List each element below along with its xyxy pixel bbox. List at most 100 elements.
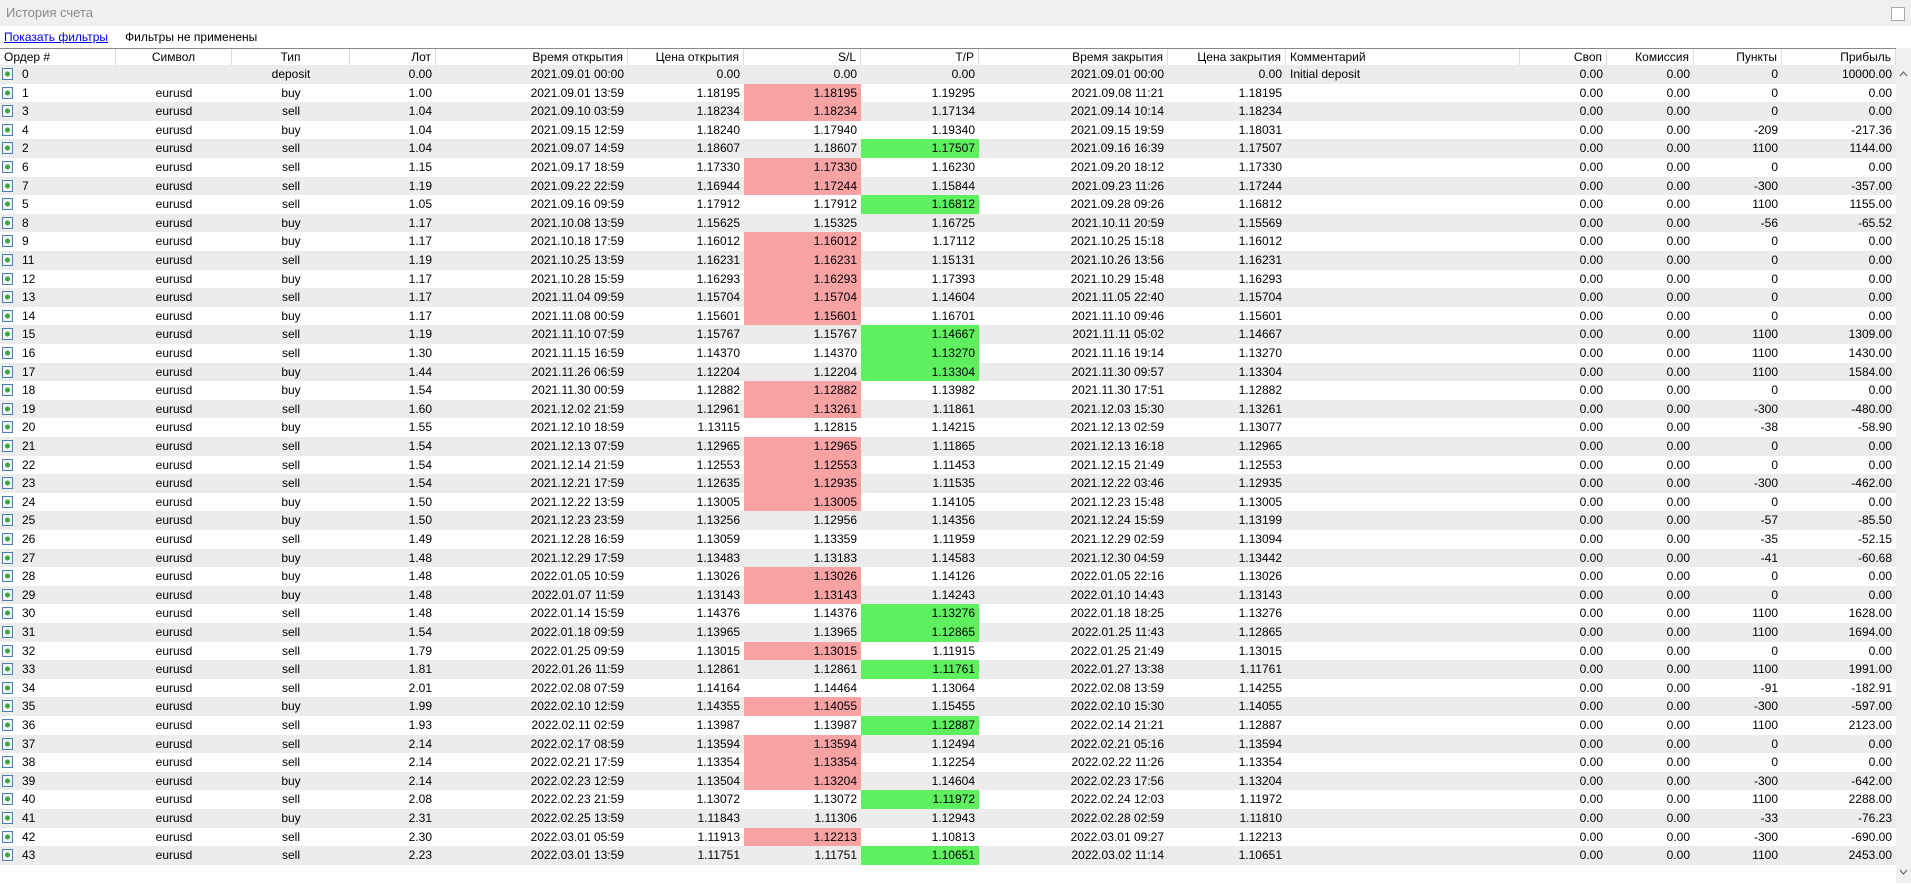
cell: 40 [22,792,36,807]
cell: 1.93 [408,718,432,732]
table-row[interactable]: 9 eurusd buy 1.17 2021.10.18 17:59 1.16012 1.1… [0,232,1896,251]
table-row[interactable]: 42 eurusd sell 2.30 2022.03.01 05:59 1.11913 1… [0,827,1896,847]
cell: 1.17330 [1238,160,1282,174]
column-header[interactable]: Своп [1520,49,1607,66]
row-icon [2,719,13,731]
table-row[interactable]: 32 eurusd sell 1.79 2022.01.25 09:59 1.13015 1… [0,641,1896,661]
cell: 1.60 [408,401,432,416]
column-header[interactable]: Время открытия [436,49,628,66]
column-header[interactable]: Ордер # [0,49,116,66]
cell: 1.13354 [744,753,861,772]
table-row[interactable]: 2 eurusd sell 1.04 2021.09.07 14:59 1.18607 1.… [0,139,1896,158]
table-row[interactable]: 24 eurusd buy 1.50 2021.12.22 13:59 1.13005 1.… [0,492,1896,512]
table-row[interactable]: 34 eurusd sell 2.01 2022.02.08 07:59 1.14164 1… [0,679,1896,698]
cell [1286,400,1520,419]
cell [1286,195,1520,214]
cell: 1144.00 [1849,141,1893,156]
table-row[interactable]: 20 eurusd buy 1.55 2021.12.10 18:59 1.13115 1.… [0,418,1896,437]
table-row[interactable]: 23 eurusd sell 1.54 2021.12.21 17:59 1.12635 1… [0,474,1896,493]
cell: eurusd [155,848,193,863]
column-header[interactable]: Цена открытия [628,49,744,66]
table-row[interactable]: 5 eurusd sell 1.05 2021.09.16 09:59 1.17912 1.… [0,195,1896,214]
cell: 0.00 [1579,178,1603,193]
cell: 1.14355 [696,699,740,714]
cell: 0.00 [1666,67,1690,81]
table-row[interactable]: 7 eurusd sell 1.19 2021.09.22 22:59 1.16944 1.… [0,176,1896,196]
table-row[interactable]: 1 eurusd buy 1.00 2021.09.01 13:59 1.18195 1.1… [0,83,1896,103]
column-header[interactable]: Комиссия [1607,49,1694,66]
cell: 1.15704 [1238,290,1282,305]
cell [1286,325,1520,344]
column-header[interactable]: Цена закрытия [1168,49,1286,66]
cell: 2022.01.07 11:59 [531,587,624,602]
table-row[interactable]: 3 eurusd sell 1.04 2021.09.10 03:59 1.18234 1.… [0,102,1896,121]
cell: 1.18234 [696,104,740,119]
row-icon [2,681,13,694]
table-row[interactable]: 36 eurusd sell 1.93 2022.02.11 02:59 1.13987 1… [0,716,1896,735]
cell: buy [281,420,301,435]
cell: -300 [1753,699,1778,714]
column-header[interactable]: Прибыль [1782,49,1896,66]
row-icon [2,588,13,601]
table-row[interactable]: 21 eurusd sell 1.54 2021.12.13 07:59 1.12965 1… [0,437,1896,456]
table-row[interactable]: 39 eurusd buy 2.14 2022.02.23 12:59 1.13504 1.… [0,771,1896,791]
table-row[interactable]: 43 eurusd sell 2.23 2022.03.01 13:59 1.11751 1… [0,846,1896,865]
table-row[interactable]: 15 eurusd sell 1.19 2021.11.10 07:59 1.15767 1… [0,325,1896,344]
cell: 1.13504 [696,773,740,788]
column-header[interactable]: Символ [116,49,232,66]
cell: 1.13015 [744,641,861,661]
row-icon [2,179,13,192]
table-row[interactable]: 29 eurusd buy 1.48 2022.01.07 11:59 1.13143 1.… [0,585,1896,605]
column-header[interactable]: Пункты [1694,49,1782,66]
table-row[interactable]: 19 eurusd sell 1.60 2021.12.02 21:59 1.12961 1… [0,399,1896,419]
column-header[interactable]: Тип [232,49,350,66]
table-row[interactable]: 6 eurusd sell 1.15 2021.09.17 18:59 1.17330 1.… [0,158,1896,177]
cell: 2.14 [408,736,432,751]
table-row[interactable]: 40 eurusd sell 2.08 2022.02.23 21:59 1.13072 1… [0,790,1896,809]
table-row[interactable]: 4 eurusd buy 1.04 2021.09.15 12:59 1.18240 1.1… [0,121,1896,140]
scrollbar[interactable] [1896,48,1911,883]
table-row[interactable]: 8 eurusd buy 1.17 2021.10.08 13:59 1.15625 1.1… [0,213,1896,233]
table-row[interactable]: 35 eurusd buy 1.99 2022.02.10 12:59 1.14355 1.… [0,697,1896,716]
cell: 0 [1771,253,1778,267]
table-row[interactable]: 0 deposit 0.00 2021.09.01 00:00 0.00 0.00 0.00… [0,65,1896,84]
table-row[interactable]: 17 eurusd buy 1.44 2021.11.26 06:59 1.12204 1.… [0,362,1896,382]
cell [1286,511,1520,530]
table-row[interactable]: 33 eurusd sell 1.81 2022.01.26 11:59 1.12861 1… [0,660,1896,679]
table-row[interactable]: 41 eurusd buy 2.31 2022.02.25 13:59 1.11843 1.… [0,809,1896,828]
table-row[interactable]: 31 eurusd sell 1.54 2022.01.18 09:59 1.13965 1… [0,623,1896,642]
column-header[interactable]: S/L [744,49,861,66]
cell: 2021.11.15 16:59 [531,346,624,360]
table-row[interactable]: 30 eurusd sell 1.48 2022.01.14 15:59 1.14376 1… [0,604,1896,623]
cell: 2022.01.25 11:43 [1071,625,1164,639]
cell: 1.05 [408,197,432,212]
cell: 1.11972 [1239,792,1283,807]
row-icon [2,607,13,620]
table-row[interactable]: 14 eurusd buy 1.17 2021.11.08 00:59 1.15601 1.… [0,306,1896,326]
column-header[interactable]: Время закрытия [979,49,1168,66]
cell: 1.12204 [813,364,857,379]
table-row[interactable]: 11 eurusd sell 1.19 2021.10.25 13:59 1.16231 1… [0,251,1896,270]
column-header[interactable]: Комментарий [1286,49,1520,66]
column-header[interactable]: Лот [350,49,436,66]
cell: 0.00 [1579,67,1603,81]
window-button[interactable] [1891,7,1905,21]
table-row[interactable]: 26 eurusd sell 1.49 2021.12.28 16:59 1.13059 1… [0,530,1896,549]
table-row[interactable]: 16 eurusd sell 1.30 2021.11.15 16:59 1.14370 1… [0,344,1896,363]
table-row[interactable]: 28 eurusd buy 1.48 2022.01.05 10:59 1.13026 1.… [0,567,1896,586]
table-row[interactable]: 12 eurusd buy 1.17 2021.10.28 15:59 1.16293 1.… [0,269,1896,289]
column-header[interactable]: T/P [861,49,979,66]
table-row[interactable]: 13 eurusd sell 1.17 2021.11.04 09:59 1.15704 1… [0,288,1896,307]
cell: buy [281,215,301,230]
table-row[interactable]: 18 eurusd buy 1.54 2021.11.30 00:59 1.12882 1.… [0,381,1896,400]
show-filters-link[interactable]: Показать фильтры [4,30,109,44]
table-row[interactable]: 22 eurusd sell 1.54 2021.12.14 21:59 1.12553 1… [0,455,1896,475]
cell: 1.19 [408,178,432,193]
cell: sell [281,829,300,844]
table-row[interactable]: 27 eurusd buy 1.48 2021.12.29 17:59 1.13483 1.… [0,548,1896,568]
cell: 0.00 [1868,736,1892,751]
table-row[interactable]: 25 eurusd buy 1.50 2021.12.23 23:59 1.13256 1.… [0,511,1896,530]
cell: 1.16230 [931,160,975,174]
table-row[interactable]: 38 eurusd sell 2.14 2022.02.21 17:59 1.13354 1… [0,753,1896,772]
table-row[interactable]: 37 eurusd sell 2.14 2022.02.17 08:59 1.13594 1… [0,734,1896,754]
